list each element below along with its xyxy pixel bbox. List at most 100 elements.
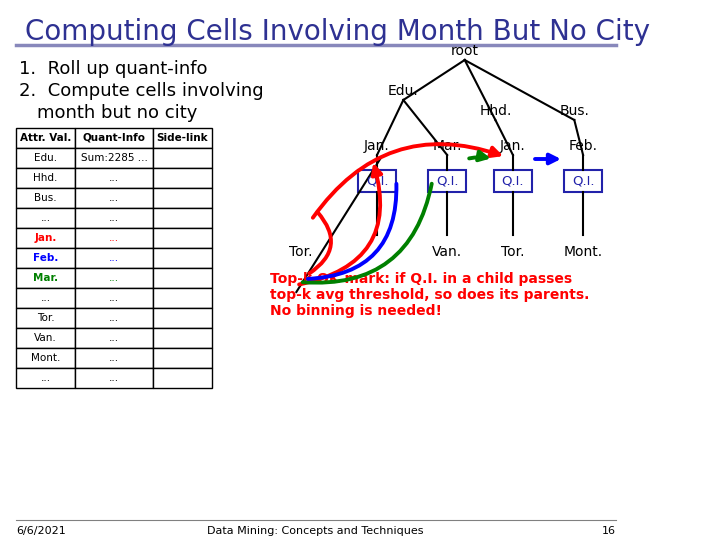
Text: Mar.: Mar.	[433, 139, 462, 153]
Bar	[564, 170, 603, 192]
Bar	[16, 228, 76, 248]
Bar	[153, 348, 212, 368]
Text: ...: ...	[109, 373, 119, 383]
Bar	[153, 148, 212, 168]
Bar	[153, 268, 212, 288]
Text: Feb.: Feb.	[569, 139, 598, 153]
Bar	[153, 208, 212, 228]
Text: Q.I.: Q.I.	[366, 174, 388, 187]
Text: Mont.: Mont.	[564, 245, 603, 259]
Text: Mont.: Mont.	[31, 353, 60, 363]
Bar	[16, 348, 76, 368]
FancyArrowPatch shape	[469, 152, 487, 160]
Text: Van.: Van.	[35, 333, 57, 343]
Text: 2.  Compute cells involving: 2. Compute cells involving	[19, 82, 264, 100]
Bar	[153, 288, 212, 308]
Text: ...: ...	[109, 293, 119, 303]
Text: Q.I.: Q.I.	[502, 174, 524, 187]
Bar	[76, 208, 153, 228]
Text: ...: ...	[109, 233, 119, 243]
Bar	[16, 328, 76, 348]
Text: Van.: Van.	[432, 245, 462, 259]
Bar	[16, 268, 76, 288]
Text: ...: ...	[109, 353, 119, 363]
Text: Sum:2285 ...: Sum:2285 ...	[81, 153, 148, 163]
Text: ...: ...	[109, 333, 119, 343]
Text: Tor.: Tor.	[37, 313, 55, 323]
FancyArrowPatch shape	[308, 184, 397, 279]
Bar	[16, 188, 76, 208]
FancyArrowPatch shape	[313, 144, 499, 218]
Bar	[76, 368, 153, 388]
Bar	[358, 170, 396, 192]
Text: Jan.: Jan.	[364, 139, 390, 153]
Text: month but no city: month but no city	[37, 104, 197, 122]
Bar	[76, 148, 153, 168]
Bar	[153, 128, 212, 148]
Bar	[16, 308, 76, 328]
Bar	[428, 170, 467, 192]
FancyArrowPatch shape	[309, 212, 331, 273]
Text: Mar.: Mar.	[33, 273, 58, 283]
Bar	[153, 228, 212, 248]
Text: Attr. Val.: Attr. Val.	[20, 133, 71, 143]
Text: Feb.: Feb.	[33, 253, 58, 263]
Text: ...: ...	[109, 313, 119, 323]
Text: ...: ...	[109, 193, 119, 203]
Text: Tor.: Tor.	[289, 245, 313, 259]
Bar	[76, 268, 153, 288]
Bar	[16, 168, 76, 188]
Text: ...: ...	[40, 293, 50, 303]
Text: Top-k OK mark: if Q.I. in a child passes
top-k avg threshold, so does its parent: Top-k OK mark: if Q.I. in a child passes…	[270, 272, 590, 319]
Text: ...: ...	[40, 213, 50, 223]
Bar	[76, 168, 153, 188]
Text: Q.I.: Q.I.	[572, 174, 594, 187]
Bar	[153, 188, 212, 208]
Bar	[76, 188, 153, 208]
Text: Hhd.: Hhd.	[33, 173, 58, 183]
Text: root: root	[451, 44, 479, 58]
Bar	[76, 228, 153, 248]
Bar	[153, 308, 212, 328]
Text: ...: ...	[109, 173, 119, 183]
FancyArrowPatch shape	[302, 184, 432, 283]
Text: Tor.: Tor.	[501, 245, 525, 259]
Bar	[76, 128, 153, 148]
Bar	[153, 368, 212, 388]
Text: Bus.: Bus.	[35, 193, 57, 203]
Text: Quant-Info: Quant-Info	[83, 133, 145, 143]
Bar	[76, 308, 153, 328]
Text: Edu.: Edu.	[388, 84, 419, 98]
Bar	[16, 248, 76, 268]
Bar	[76, 348, 153, 368]
Bar	[16, 148, 76, 168]
Text: Edu.: Edu.	[34, 153, 57, 163]
Bar	[153, 168, 212, 188]
Bar	[16, 128, 76, 148]
Text: Side-link: Side-link	[156, 133, 208, 143]
Bar	[16, 288, 76, 308]
Bar	[16, 208, 76, 228]
Bar	[494, 170, 532, 192]
Text: Q.I.: Q.I.	[436, 174, 459, 187]
Text: Jan.: Jan.	[35, 233, 57, 243]
Bar	[153, 328, 212, 348]
Bar	[16, 368, 76, 388]
Text: 6/6/2021: 6/6/2021	[16, 526, 66, 536]
Text: 16: 16	[601, 526, 616, 536]
Text: 1.  Roll up quant-info: 1. Roll up quant-info	[19, 60, 208, 78]
Text: Hhd.: Hhd.	[480, 104, 512, 118]
Text: Computing Cells Involving Month But No City: Computing Cells Involving Month But No C…	[24, 18, 649, 46]
FancyArrowPatch shape	[535, 154, 557, 164]
Text: ...: ...	[109, 253, 119, 263]
Bar	[76, 288, 153, 308]
Text: Jan.: Jan.	[500, 139, 526, 153]
Text: ...: ...	[109, 213, 119, 223]
Bar	[76, 328, 153, 348]
Bar	[153, 248, 212, 268]
Text: ...: ...	[109, 273, 119, 283]
Text: ...: ...	[40, 373, 50, 383]
Bar	[76, 248, 153, 268]
FancyArrowPatch shape	[299, 167, 382, 285]
Text: Data Mining: Concepts and Techniques: Data Mining: Concepts and Techniques	[207, 526, 424, 536]
